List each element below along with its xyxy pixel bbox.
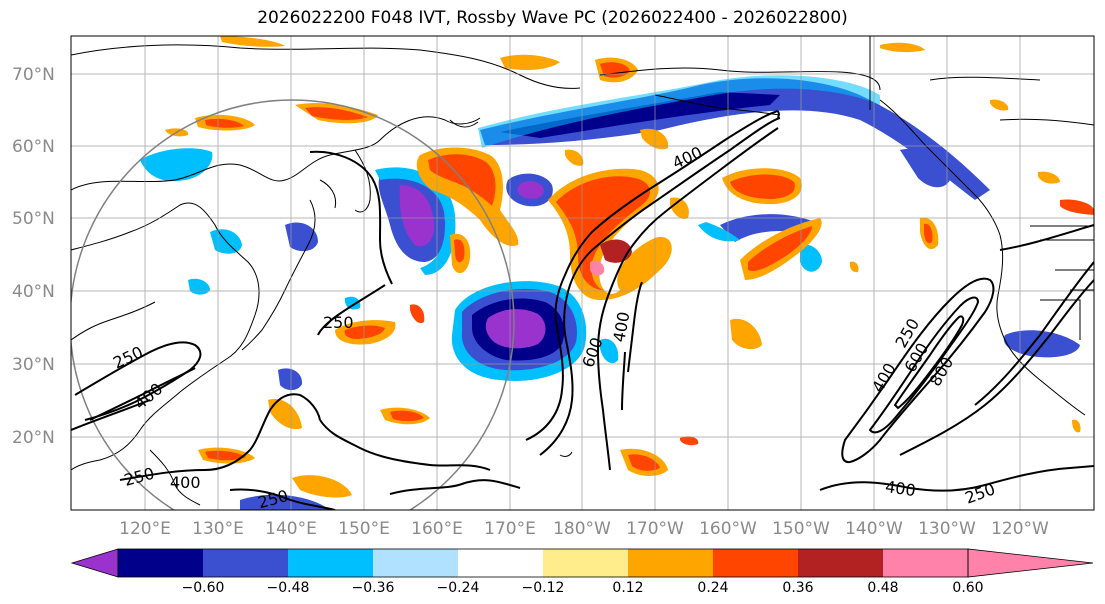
colorbar: −0.60 −0.48 −0.36 −0.24 −0.12 0.12 0.24 … <box>70 548 1094 596</box>
colorbar-segment <box>203 549 288 577</box>
lat-label: 40°N <box>12 282 55 302</box>
colorbar-tick-label: 0.48 <box>867 580 898 596</box>
lon-label: 120°E <box>119 519 171 539</box>
lat-label: 60°N <box>12 137 55 157</box>
colorbar-segment <box>967 548 1094 578</box>
colorbar-segment <box>373 549 458 577</box>
colorbar-segment <box>798 549 883 577</box>
lon-label: 180°W <box>553 519 611 539</box>
reference-circle <box>71 99 515 510</box>
map-frame <box>70 35 1095 511</box>
latitude-labels: 70°N 60°N 50°N 40°N 30°N 20°N <box>12 65 55 448</box>
colorbar-segment <box>713 549 798 577</box>
colorbar-tick-label: −0.24 <box>437 580 480 596</box>
lon-label: 140°E <box>265 519 317 539</box>
colorbar-tick-label: −0.48 <box>267 580 310 596</box>
colorbar-segment <box>458 549 543 577</box>
colorbar-tick-label: −0.12 <box>522 580 565 596</box>
colorbar-tick-label: 0.36 <box>782 580 813 596</box>
lon-label: 140°W <box>845 519 903 539</box>
ivt-contours <box>71 110 1094 510</box>
colorbar-segment <box>118 549 203 577</box>
colorbar-segment <box>288 549 373 577</box>
lon-label: 130°E <box>192 519 244 539</box>
colorbar-tick-label: −0.60 <box>182 580 225 596</box>
lon-label: 160°W <box>699 519 757 539</box>
lat-label: 50°N <box>12 209 55 229</box>
colorbar-segment <box>543 549 628 577</box>
figure-title: 2026022200 F048 IVT, Rossby Wave PC (202… <box>257 8 848 28</box>
colorbar-tick-label: 0.12 <box>612 580 643 596</box>
lon-label: 150°W <box>772 519 830 539</box>
longitude-labels: 120°E 130°E 140°E 150°E 160°E 170°E 180°… <box>119 519 1049 539</box>
lat-label: 70°N <box>12 65 55 85</box>
colorbar-tick-label: −0.36 <box>352 580 395 596</box>
lon-label: 160°E <box>411 519 463 539</box>
colorbar-segment <box>883 549 968 577</box>
lon-label: 130°W <box>918 519 976 539</box>
lon-label: 150°E <box>338 519 390 539</box>
lon-label: 120°W <box>991 519 1049 539</box>
colorbar-segment <box>628 549 713 577</box>
coastlines <box>71 36 1094 506</box>
contour-label: 400 <box>170 473 201 492</box>
colorbar-tick-label: 0.24 <box>697 580 728 596</box>
contour-label: 400 <box>884 477 917 500</box>
contour-label: 250 <box>323 313 354 332</box>
contour-label: 250 <box>256 486 290 512</box>
lat-label: 20°N <box>12 428 55 448</box>
lon-label: 170°W <box>626 519 684 539</box>
lat-label: 30°N <box>12 355 55 375</box>
lon-label: 170°E <box>484 519 536 539</box>
colorbar-tick-label: 0.60 <box>952 580 983 596</box>
colorbar-segment <box>70 548 119 578</box>
